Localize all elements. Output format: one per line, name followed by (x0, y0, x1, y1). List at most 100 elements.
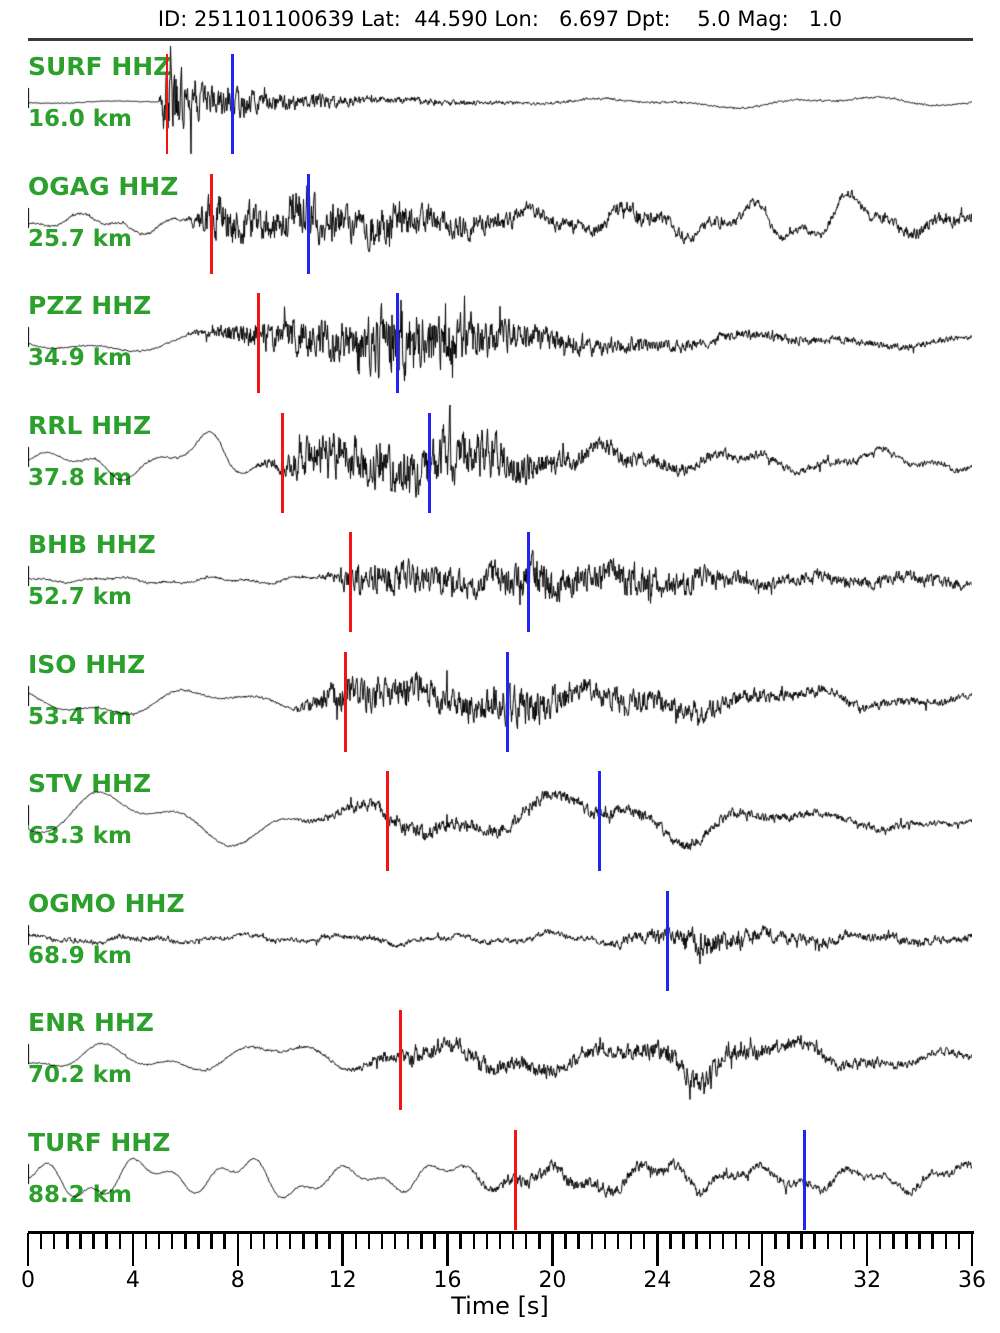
axis-minor-tick (590, 1233, 593, 1249)
axis-major-tick (26, 1233, 30, 1266)
axis-minor-tick (695, 1233, 698, 1249)
seismogram-waveform (28, 1119, 972, 1239)
axis-minor-tick (669, 1233, 672, 1249)
axis-minor-tick (53, 1233, 56, 1249)
seismogram-waveform (28, 1000, 972, 1119)
axis-minor-tick (813, 1233, 816, 1249)
axis-minor-tick (275, 1233, 279, 1249)
axis-tick-label: 32 (853, 1268, 882, 1293)
seismogram-waveform (28, 402, 972, 522)
axis-minor-tick (262, 1233, 266, 1249)
axis-minor-tick (931, 1233, 934, 1249)
axis-tick-label: 16 (433, 1268, 462, 1293)
axis-minor-tick (957, 1233, 961, 1249)
axis-minor-tick (682, 1233, 685, 1249)
s-pick-line (427, 412, 431, 513)
trace-row: BHB HHZ52.7 km (0, 522, 1000, 642)
s-pick-line (598, 771, 602, 871)
p-pick-line (349, 532, 352, 632)
trace-row: ENR HHZ70.2 km (0, 1000, 1000, 1120)
axis-minor-tick (616, 1233, 620, 1249)
axis-minor-tick (39, 1233, 43, 1249)
p-pick-line (399, 1010, 402, 1110)
s-pick-line (307, 173, 311, 274)
axis-major-tick (131, 1233, 135, 1266)
axis-major-tick (551, 1233, 554, 1266)
s-pick-line (527, 532, 531, 632)
axis-minor-tick (577, 1233, 580, 1249)
axis-minor-tick (708, 1233, 711, 1249)
seismogram-waveform (28, 761, 972, 880)
seismogram-waveform (28, 163, 972, 283)
seismogram-waveform (28, 44, 972, 163)
axis-minor-tick (302, 1233, 305, 1249)
axis-tick-label: 12 (328, 1268, 357, 1293)
axis-minor-tick (459, 1233, 462, 1249)
axis-minor-tick (105, 1233, 108, 1249)
trace-row: STV HHZ63.3 km (0, 761, 1000, 881)
p-pick-line (281, 412, 284, 513)
axis-tick-label: 24 (643, 1268, 672, 1293)
seismogram-waveform (28, 880, 972, 1000)
p-pick-line (514, 1129, 518, 1230)
axis-minor-tick (223, 1233, 226, 1249)
axis-minor-tick (839, 1233, 843, 1249)
axis-tick-label: 8 (230, 1268, 245, 1293)
s-pick-line (396, 293, 400, 393)
axis-major-tick (761, 1233, 764, 1266)
axis-minor-tick (472, 1233, 475, 1249)
axis-minor-tick (144, 1233, 148, 1249)
s-pick-line (506, 651, 510, 752)
p-pick-line (343, 651, 347, 752)
s-pick-line (231, 54, 235, 154)
header-divider (28, 38, 973, 41)
trace-row: OGMO HHZ68.9 km (0, 880, 1000, 1001)
seismogram-waveform (28, 522, 972, 641)
s-pick-line (802, 1129, 806, 1230)
p-pick-line (165, 54, 169, 154)
axis-minor-tick (433, 1233, 436, 1249)
axis-minor-tick (354, 1233, 357, 1249)
axis-minor-tick (157, 1233, 161, 1249)
axis-minor-tick (721, 1233, 725, 1249)
axis-major-tick (446, 1233, 449, 1266)
axis-minor-tick (393, 1233, 397, 1249)
axis-minor-tick (944, 1233, 947, 1249)
axis-minor-tick (643, 1233, 646, 1249)
event-header-title: ID: 251101100639 Lat: 44.590 Lon: 6.697 … (157, 7, 843, 31)
trace-row: PZZ HHZ34.9 km (0, 283, 1000, 403)
axis-minor-tick (367, 1233, 371, 1249)
axis-tick-label: 20 (538, 1268, 567, 1293)
trace-row: RRL HHZ37.8 km (0, 402, 1000, 523)
axis-major-tick (236, 1233, 239, 1266)
trace-row: SURF HHZ16.0 km (0, 44, 1000, 164)
axis-minor-tick (498, 1233, 502, 1249)
axis-minor-tick (210, 1233, 213, 1249)
axis-minor-tick (380, 1233, 384, 1249)
axis-minor-tick (171, 1233, 174, 1249)
s-pick-line (666, 890, 670, 991)
axis-minor-tick (787, 1233, 790, 1249)
time-axis-label: Time [s] (451, 1292, 549, 1320)
axis-minor-tick (734, 1233, 738, 1249)
seismogram-waveform (28, 641, 972, 761)
axis-tick-label: 4 (125, 1268, 140, 1293)
axis-minor-tick (525, 1233, 528, 1249)
axis-minor-tick (92, 1233, 95, 1249)
p-pick-line (385, 771, 389, 871)
axis-minor-tick (800, 1233, 803, 1249)
axis-tick-label: 28 (748, 1268, 777, 1293)
axis-major-tick (865, 1233, 869, 1266)
axis-minor-tick (79, 1233, 82, 1249)
axis-minor-tick (774, 1233, 777, 1249)
axis-minor-tick (905, 1233, 908, 1249)
trace-row: ISO HHZ53.4 km (0, 641, 1000, 762)
axis-major-tick (656, 1233, 659, 1266)
axis-tick-label: 0 (21, 1268, 35, 1293)
p-pick-line (210, 173, 213, 274)
axis-minor-tick (289, 1233, 292, 1249)
axis-minor-tick (407, 1233, 410, 1249)
p-pick-line (257, 293, 261, 393)
trace-row: TURF HHZ88.2 km (0, 1119, 1000, 1240)
